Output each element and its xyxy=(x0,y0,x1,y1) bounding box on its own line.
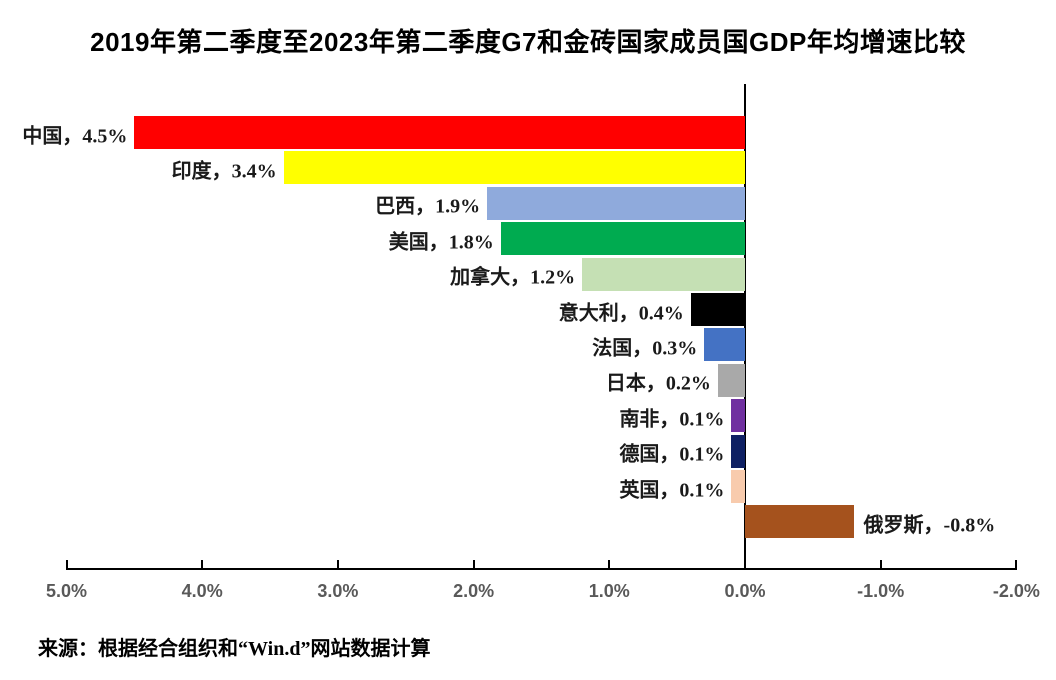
bar-brazil xyxy=(487,186,745,220)
x-axis-tick xyxy=(201,560,204,568)
x-axis-tick xyxy=(65,560,68,568)
x-axis-tick-label: 2.0% xyxy=(453,581,495,601)
x-axis-tick-label: 3.0% xyxy=(317,581,359,601)
x-axis-tick-label: 5.0% xyxy=(45,581,88,601)
x-axis-tick xyxy=(744,560,746,568)
bar-france xyxy=(704,328,745,362)
bar-label-russia: 俄罗斯，-0.8% xyxy=(863,514,996,537)
bar-india xyxy=(283,151,745,185)
bar-label-uk: 英国，0.1% xyxy=(619,479,725,501)
bar-label-south-africa: 南非，0.1% xyxy=(619,408,725,431)
x-axis-tick xyxy=(336,560,339,568)
bar-south-africa xyxy=(731,399,745,433)
bar-label-japan: 日本，0.2% xyxy=(605,372,711,395)
bar-label-france: 法国，0.3% xyxy=(592,337,698,360)
x-axis-tick xyxy=(1015,560,1018,568)
bar-usa xyxy=(500,222,745,256)
x-axis-tick xyxy=(879,560,882,568)
bar-label-china: 中国，4.5% xyxy=(22,125,128,147)
bar-label-usa: 美国，1.8% xyxy=(388,231,494,254)
bar-china xyxy=(134,116,745,149)
bar-label-india: 印度，3.4% xyxy=(171,160,277,183)
zero-axis-line xyxy=(744,84,746,570)
source-note: 来源：根据经合组织和“Win.d”网站数据计算 xyxy=(38,638,431,660)
bar-label-canada: 加拿大，1.2% xyxy=(450,266,576,289)
bar-label-brazil: 巴西，1.9% xyxy=(375,195,481,218)
bar-label-italy: 意大利，0.4% xyxy=(558,302,684,324)
x-axis-tick-label: -2.0% xyxy=(992,581,1040,601)
x-axis-line xyxy=(66,568,1017,570)
x-axis-tick xyxy=(608,560,611,568)
x-axis-tick-label: 1.0% xyxy=(588,581,630,601)
x-axis-tick xyxy=(472,560,475,568)
x-axis-tick-label: 4.0% xyxy=(181,581,223,601)
bar-russia xyxy=(745,505,854,539)
bar-uk xyxy=(731,470,745,503)
x-axis-tick-label: -1.0% xyxy=(857,581,905,601)
chart-title: 2019年第二季度至2023年第二季度G7和金砖国家成员国GDP年均增速比较 xyxy=(90,27,966,57)
bar-italy xyxy=(690,293,745,326)
bar-canada xyxy=(582,257,745,291)
bar-germany xyxy=(731,434,745,468)
x-axis-tick-label: 0.0% xyxy=(724,581,766,601)
bar-japan xyxy=(717,363,745,397)
bar-label-germany: 德国，0.1% xyxy=(619,443,725,466)
